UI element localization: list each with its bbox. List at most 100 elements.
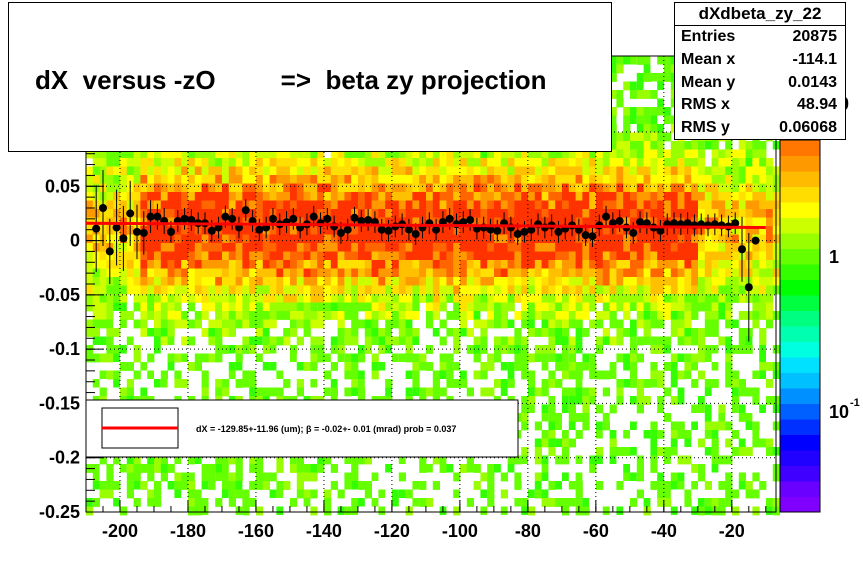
- heat-cell: [147, 260, 155, 269]
- heat-cell: [643, 64, 651, 73]
- heat-cell: [473, 260, 481, 269]
- heat-cell: [276, 464, 284, 473]
- heat-cell: [269, 243, 277, 252]
- heat-cell: [677, 311, 685, 320]
- heat-cell: [113, 175, 121, 184]
- heat-cell: [208, 243, 216, 252]
- heat-cell: [643, 90, 651, 99]
- heat-cell: [147, 285, 155, 295]
- heat-cell: [480, 149, 488, 158]
- heat-cell: [691, 277, 699, 286]
- heat-cell: [296, 387, 304, 397]
- heat-cell: [412, 243, 420, 252]
- stats-name: dXdbeta_zy_22: [675, 3, 845, 26]
- heat-cell: [364, 302, 372, 312]
- heat-cell: [650, 234, 658, 244]
- heat-cell: [276, 234, 284, 244]
- heat-cell: [548, 175, 556, 184]
- heat-cell: [276, 455, 284, 465]
- heat-cell: [555, 251, 563, 261]
- heat-cell: [541, 404, 549, 413]
- heat-cell: [698, 498, 705, 507]
- heat-cell: [575, 268, 583, 278]
- heat-cell: [759, 175, 767, 184]
- heat-cell: [310, 158, 318, 167]
- heat-cell: [296, 234, 304, 244]
- heat-cell: [453, 336, 461, 346]
- heat-cell: [732, 200, 740, 210]
- heat-cell: [126, 277, 134, 286]
- heat-cell: [351, 302, 359, 312]
- color-scale-bin: [780, 233, 820, 249]
- heat-cell: [575, 387, 583, 396]
- heat-cell: [228, 183, 236, 193]
- heat-cell: [650, 481, 658, 490]
- heat-cell: [602, 158, 610, 167]
- heat-cell: [99, 260, 107, 269]
- heat-cell: [154, 166, 162, 176]
- heat-cell: [453, 149, 461, 159]
- heat-cell: [487, 149, 495, 159]
- heat-cell: [500, 379, 508, 388]
- heat-cell: [188, 243, 196, 252]
- heat-cell: [528, 353, 536, 363]
- heat-cell: [364, 192, 372, 201]
- heat-cell: [507, 183, 515, 193]
- heat-cell: [521, 302, 529, 312]
- heat-cell: [256, 166, 264, 176]
- heat-cell: [704, 328, 712, 337]
- heat-cell: [235, 353, 243, 363]
- heat-cell: [242, 217, 250, 227]
- heat-cell: [147, 489, 155, 499]
- heat-cell: [494, 183, 502, 193]
- heat-cell: [324, 489, 332, 499]
- profile-point: [166, 227, 175, 236]
- heat-cell: [670, 285, 678, 295]
- heat-cell: [480, 200, 488, 210]
- heat-cell: [120, 200, 128, 210]
- heat-cell: [392, 183, 400, 193]
- heat-cell: [745, 413, 753, 422]
- color-scale-bin: [780, 171, 820, 187]
- heat-cell: [235, 379, 243, 388]
- heat-cell: [718, 277, 726, 286]
- heat-cell: [188, 489, 196, 499]
- heat-cell: [630, 421, 637, 430]
- heat-cell: [650, 107, 658, 116]
- heat-cell: [276, 336, 284, 346]
- heat-cell: [426, 268, 434, 278]
- heat-cell: [466, 328, 474, 337]
- heat-cell: [290, 158, 298, 167]
- heat-cell: [188, 200, 196, 210]
- heat-cell: [351, 149, 359, 159]
- heat-cell: [480, 370, 488, 380]
- heat-cell: [419, 200, 427, 210]
- heat-cell: [147, 328, 154, 337]
- heat-cell: [432, 328, 440, 337]
- heat-cell: [140, 183, 148, 193]
- heat-cell: [310, 472, 318, 482]
- heat-cell: [677, 234, 685, 244]
- heat-cell: [555, 379, 563, 388]
- heat-cell: [473, 311, 481, 320]
- heat-cell: [174, 149, 182, 159]
- heat-cell: [657, 481, 664, 490]
- heat-cell: [657, 81, 664, 90]
- profile-point: [112, 223, 121, 232]
- heat-cell: [242, 158, 250, 167]
- heat-cell: [568, 396, 576, 405]
- heat-cell: [432, 277, 440, 286]
- heat-cell: [521, 200, 529, 210]
- heat-cell: [256, 285, 264, 295]
- heat-cell: [630, 217, 638, 227]
- heat-cell: [589, 285, 597, 295]
- profile-point: [731, 219, 740, 228]
- heat-cell: [330, 379, 338, 388]
- heat-cell: [541, 166, 549, 176]
- heat-cell: [412, 353, 420, 363]
- heat-cell: [609, 277, 617, 286]
- heat-cell: [698, 396, 705, 405]
- heat-cell: [466, 192, 474, 201]
- profile-point: [309, 212, 318, 221]
- heat-cell: [691, 260, 699, 269]
